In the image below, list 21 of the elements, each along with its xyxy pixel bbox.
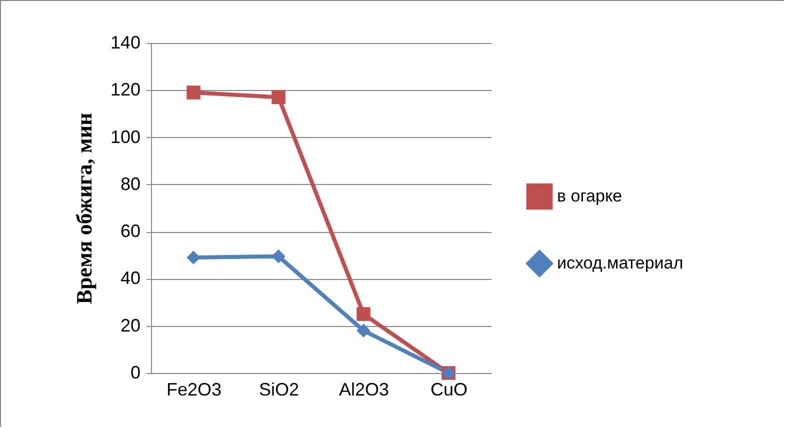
point xyxy=(356,324,370,338)
x-tick-label: Al2O3 xyxy=(338,380,390,400)
y-tick-label: 120 xyxy=(110,80,140,100)
y-tick-label: 60 xyxy=(120,221,140,242)
y-tick-label: 20 xyxy=(120,315,140,336)
legend-label: в огарке xyxy=(557,186,622,206)
y-tick-label: 0 xyxy=(130,362,140,382)
x-tick-label: CuO xyxy=(430,380,468,400)
y-tick-label: 40 xyxy=(120,268,140,288)
y-tick-label: 80 xyxy=(120,174,140,194)
point xyxy=(272,90,286,104)
y-tick-label: 140 xyxy=(110,32,140,52)
x-tick-label: Fe2O3 xyxy=(166,380,222,400)
point xyxy=(186,250,200,264)
y-axis-title: Время обжига, мин xyxy=(71,112,96,304)
point xyxy=(186,86,200,100)
point xyxy=(356,307,370,321)
x-tick-label: SiO2 xyxy=(258,380,300,400)
point xyxy=(272,249,286,264)
y-tick-label: 100 xyxy=(110,126,140,147)
legend-label: исход.материал xyxy=(557,254,684,272)
